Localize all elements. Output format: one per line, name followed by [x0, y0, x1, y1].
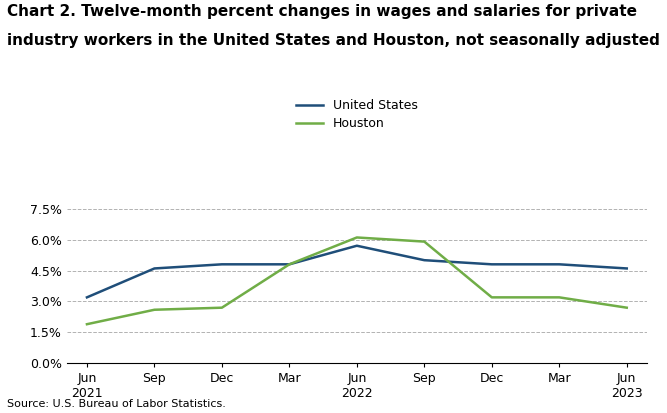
Houston [353, 235, 361, 240]
United States [623, 266, 631, 271]
Line: United States: United States [87, 246, 627, 297]
Houston [285, 262, 293, 267]
United States [83, 295, 91, 300]
Text: Chart 2. Twelve-month percent changes in wages and salaries for private: Chart 2. Twelve-month percent changes in… [7, 4, 637, 19]
Houston [420, 239, 428, 244]
United States [151, 266, 159, 271]
Houston [623, 305, 631, 310]
United States [488, 262, 496, 267]
Text: industry workers in the United States and Houston, not seasonally adjusted: industry workers in the United States an… [7, 33, 660, 48]
Houston [555, 295, 563, 300]
Text: Source: U.S. Bureau of Labor Statistics.: Source: U.S. Bureau of Labor Statistics. [7, 399, 225, 409]
Houston [218, 305, 226, 310]
Line: Houston: Houston [87, 237, 627, 324]
United States [555, 262, 563, 267]
Houston [83, 322, 91, 327]
United States [420, 258, 428, 263]
United States [218, 262, 226, 267]
United States [285, 262, 293, 267]
Legend: United States, Houston: United States, Houston [295, 100, 418, 131]
United States [353, 243, 361, 248]
Houston [488, 295, 496, 300]
Houston [151, 307, 159, 312]
